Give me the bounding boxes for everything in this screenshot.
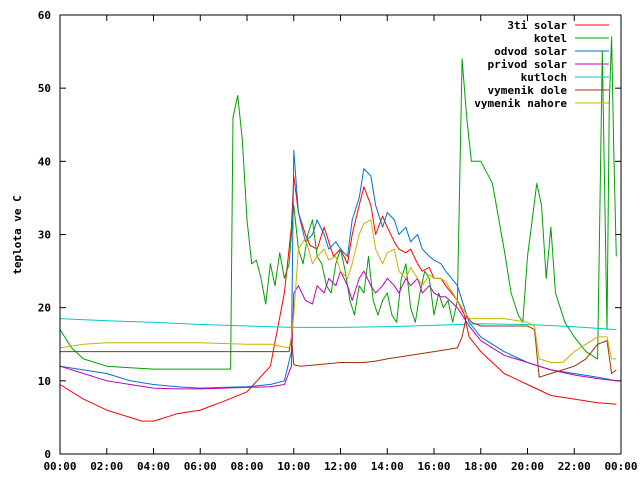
legend-label: privod solar	[488, 58, 568, 71]
y-tick-label: 30	[38, 229, 51, 242]
x-tick-label: 10:00	[277, 460, 310, 473]
y-tick-label: 0	[44, 448, 51, 461]
x-tick-label: 00:00	[43, 460, 76, 473]
series-line-vymenik-dole	[60, 314, 617, 378]
y-axis-label: teplota ve C	[11, 195, 24, 274]
series-lines	[59, 36, 617, 422]
x-tick-label: 20:00	[511, 460, 544, 473]
plot-frame	[59, 14, 622, 455]
legend-label: odvod solar	[494, 45, 567, 58]
series-line-privod-solar	[59, 270, 617, 390]
series-line-kotel	[59, 36, 617, 370]
legend-label: vymenik dole	[488, 84, 568, 97]
x-tick-label: 08:00	[230, 460, 263, 473]
x-tick-label: 22:00	[558, 460, 591, 473]
series-line-kutloch	[59, 318, 617, 331]
legend-label: kotel	[534, 32, 567, 45]
x-tick-label: 04:00	[137, 460, 170, 473]
x-tick-label: 14:00	[371, 460, 404, 473]
legend-label: vymenik nahore	[474, 97, 567, 110]
y-tick-label: 60	[38, 9, 51, 22]
x-tick-label: 18:00	[464, 460, 497, 473]
x-tick-label: 02:00	[90, 460, 123, 473]
y-tick-label: 50	[38, 82, 51, 95]
y-tick-label: 20	[38, 302, 51, 315]
y-axis: 0 10 20 30 40 50 60	[38, 9, 621, 461]
y-tick-label: 10	[38, 375, 51, 388]
x-tick-label: 00:00	[604, 460, 637, 473]
x-axis: 00:00 02:00 04:00 06:00 08:00 10:00 12:00 14:00…	[43, 15, 638, 473]
legend-label: 3ti solar	[507, 19, 567, 32]
legend-label: kutloch	[521, 71, 567, 84]
x-tick-label: 12:00	[324, 460, 357, 473]
series-line-3ti-solar	[59, 175, 617, 422]
x-tick-label: 06:00	[184, 460, 217, 473]
x-tick-label: 16:00	[417, 460, 450, 473]
series-line-vymenik-nahore	[59, 219, 617, 363]
series-line-odvod-solar	[59, 149, 617, 389]
y-tick-label: 40	[38, 155, 51, 168]
